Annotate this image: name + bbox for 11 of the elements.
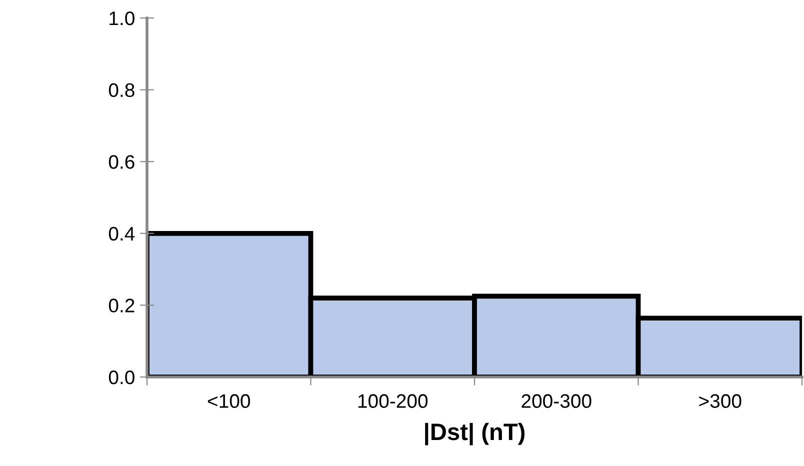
x-tick-label: <100 xyxy=(208,394,250,408)
y-tick-label: 1.0 xyxy=(110,11,134,26)
y-tick-label: 0.6 xyxy=(108,155,134,169)
x-tick-label: >300 xyxy=(699,394,742,408)
x-tick-label: 100-200 xyxy=(358,394,428,408)
y-tick-label: 0.2 xyxy=(108,298,134,312)
x-axis-title: |Dst| (nT) xyxy=(425,422,525,446)
y-tick-label: 0.4 xyxy=(108,226,135,241)
y-tick-label: 0.8 xyxy=(108,83,134,98)
x-tick-label: 200-300 xyxy=(522,394,592,408)
y-tick-label: 0.0 xyxy=(108,370,134,384)
